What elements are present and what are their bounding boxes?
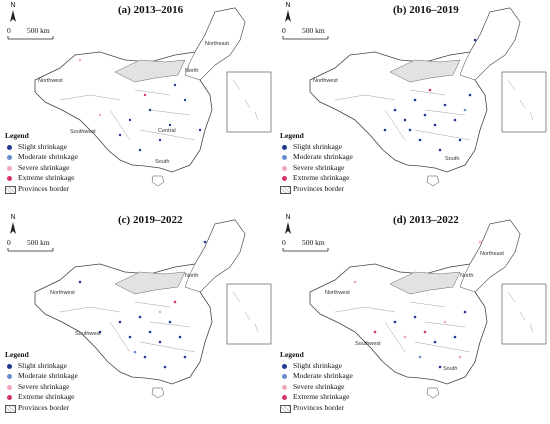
map-legend: Legend Slight shrinkage Moderate shrinka… (280, 131, 395, 194)
panel-title: (a) 2013–2016 (118, 4, 184, 16)
north-arrow-icon: N (282, 214, 294, 236)
svg-text:South: South (443, 366, 457, 372)
scale-bar: 0 500 km (282, 26, 362, 42)
legend-item: Slight shrinkage (5, 142, 120, 153)
svg-text:North: North (185, 273, 198, 279)
china-map: Northeast North Northwest Southwest Sout… (309, 219, 547, 399)
city-points (78, 240, 207, 369)
north-arrow-icon: N (7, 214, 19, 236)
legend-item: Provinces border (5, 184, 120, 195)
scale-bar: 0 500 km (7, 26, 87, 42)
svg-text:Northwest: Northwest (313, 78, 338, 84)
svg-text:Northwest: Northwest (38, 78, 63, 84)
panel-title: (b) 2016–2019 (393, 4, 459, 16)
legend-item: Extreme shrinkage (280, 392, 395, 403)
svg-text:North: North (185, 68, 198, 74)
svg-text:North: North (460, 273, 473, 279)
legend-item: Severe shrinkage (280, 163, 395, 174)
map-panel-b: (b) 2016–2019 N 0 500 km Northwest South… (275, 0, 550, 212)
city-points (383, 38, 477, 152)
svg-text:Northwest: Northwest (325, 290, 350, 296)
map-legend: Legend Slight shrinkage Moderate shrinka… (5, 131, 120, 194)
legend-item: Slight shrinkage (5, 361, 120, 372)
panel-title: (d) 2013–2022 (393, 214, 459, 226)
svg-text:Northeast: Northeast (205, 41, 229, 47)
legend-item: Provinces border (5, 403, 120, 414)
legend-item: Moderate shrinkage (280, 371, 395, 382)
china-map: North Northwest Southwest (34, 219, 272, 399)
city-points (78, 58, 202, 152)
legend-item: Provinces border (280, 403, 395, 414)
legend-item: Slight shrinkage (280, 361, 395, 372)
legend-item: Severe shrinkage (5, 382, 120, 393)
svg-text:Southwest: Southwest (355, 341, 381, 347)
legend-item: Slight shrinkage (280, 142, 395, 153)
legend-item: Extreme shrinkage (5, 173, 120, 184)
map-panel-c: (c) 2019–2022 N 0 500 km North Northwest… (0, 212, 275, 424)
scale-bar: 0 500 km (282, 238, 362, 254)
svg-text:Northeast: Northeast (480, 251, 504, 257)
city-points (353, 240, 482, 369)
legend-item: Moderate shrinkage (5, 371, 120, 382)
china-map: Northeast North Northwest Southwest Cent… (34, 7, 272, 187)
svg-text:Central: Central (158, 128, 176, 134)
map-panel-a: (a) 2013–2016 N 0 500 km Northeast North… (0, 0, 275, 212)
north-arrow-icon: N (7, 2, 19, 24)
north-arrow-icon: N (282, 2, 294, 24)
svg-text:Southwest: Southwest (70, 129, 96, 135)
legend-item: Severe shrinkage (280, 382, 395, 393)
svg-text:Northwest: Northwest (50, 290, 75, 296)
svg-text:South: South (445, 156, 459, 162)
map-legend: Legend Slight shrinkage Moderate shrinka… (5, 350, 120, 413)
legend-item: Severe shrinkage (5, 163, 120, 174)
map-legend: Legend Slight shrinkage Moderate shrinka… (280, 350, 395, 413)
legend-item: Extreme shrinkage (280, 173, 395, 184)
panel-title: (c) 2019–2022 (118, 214, 183, 226)
legend-item: Moderate shrinkage (5, 152, 120, 163)
svg-text:Southwest: Southwest (75, 331, 101, 337)
legend-item: Provinces border (280, 184, 395, 195)
map-panel-d: (d) 2013–2022 N 0 500 km Northeast North… (275, 212, 550, 424)
svg-text:South: South (155, 159, 169, 165)
china-map: Northwest South (309, 7, 547, 187)
legend-item: Moderate shrinkage (280, 152, 395, 163)
legend-item: Extreme shrinkage (5, 392, 120, 403)
scale-bar: 0 500 km (7, 238, 87, 254)
